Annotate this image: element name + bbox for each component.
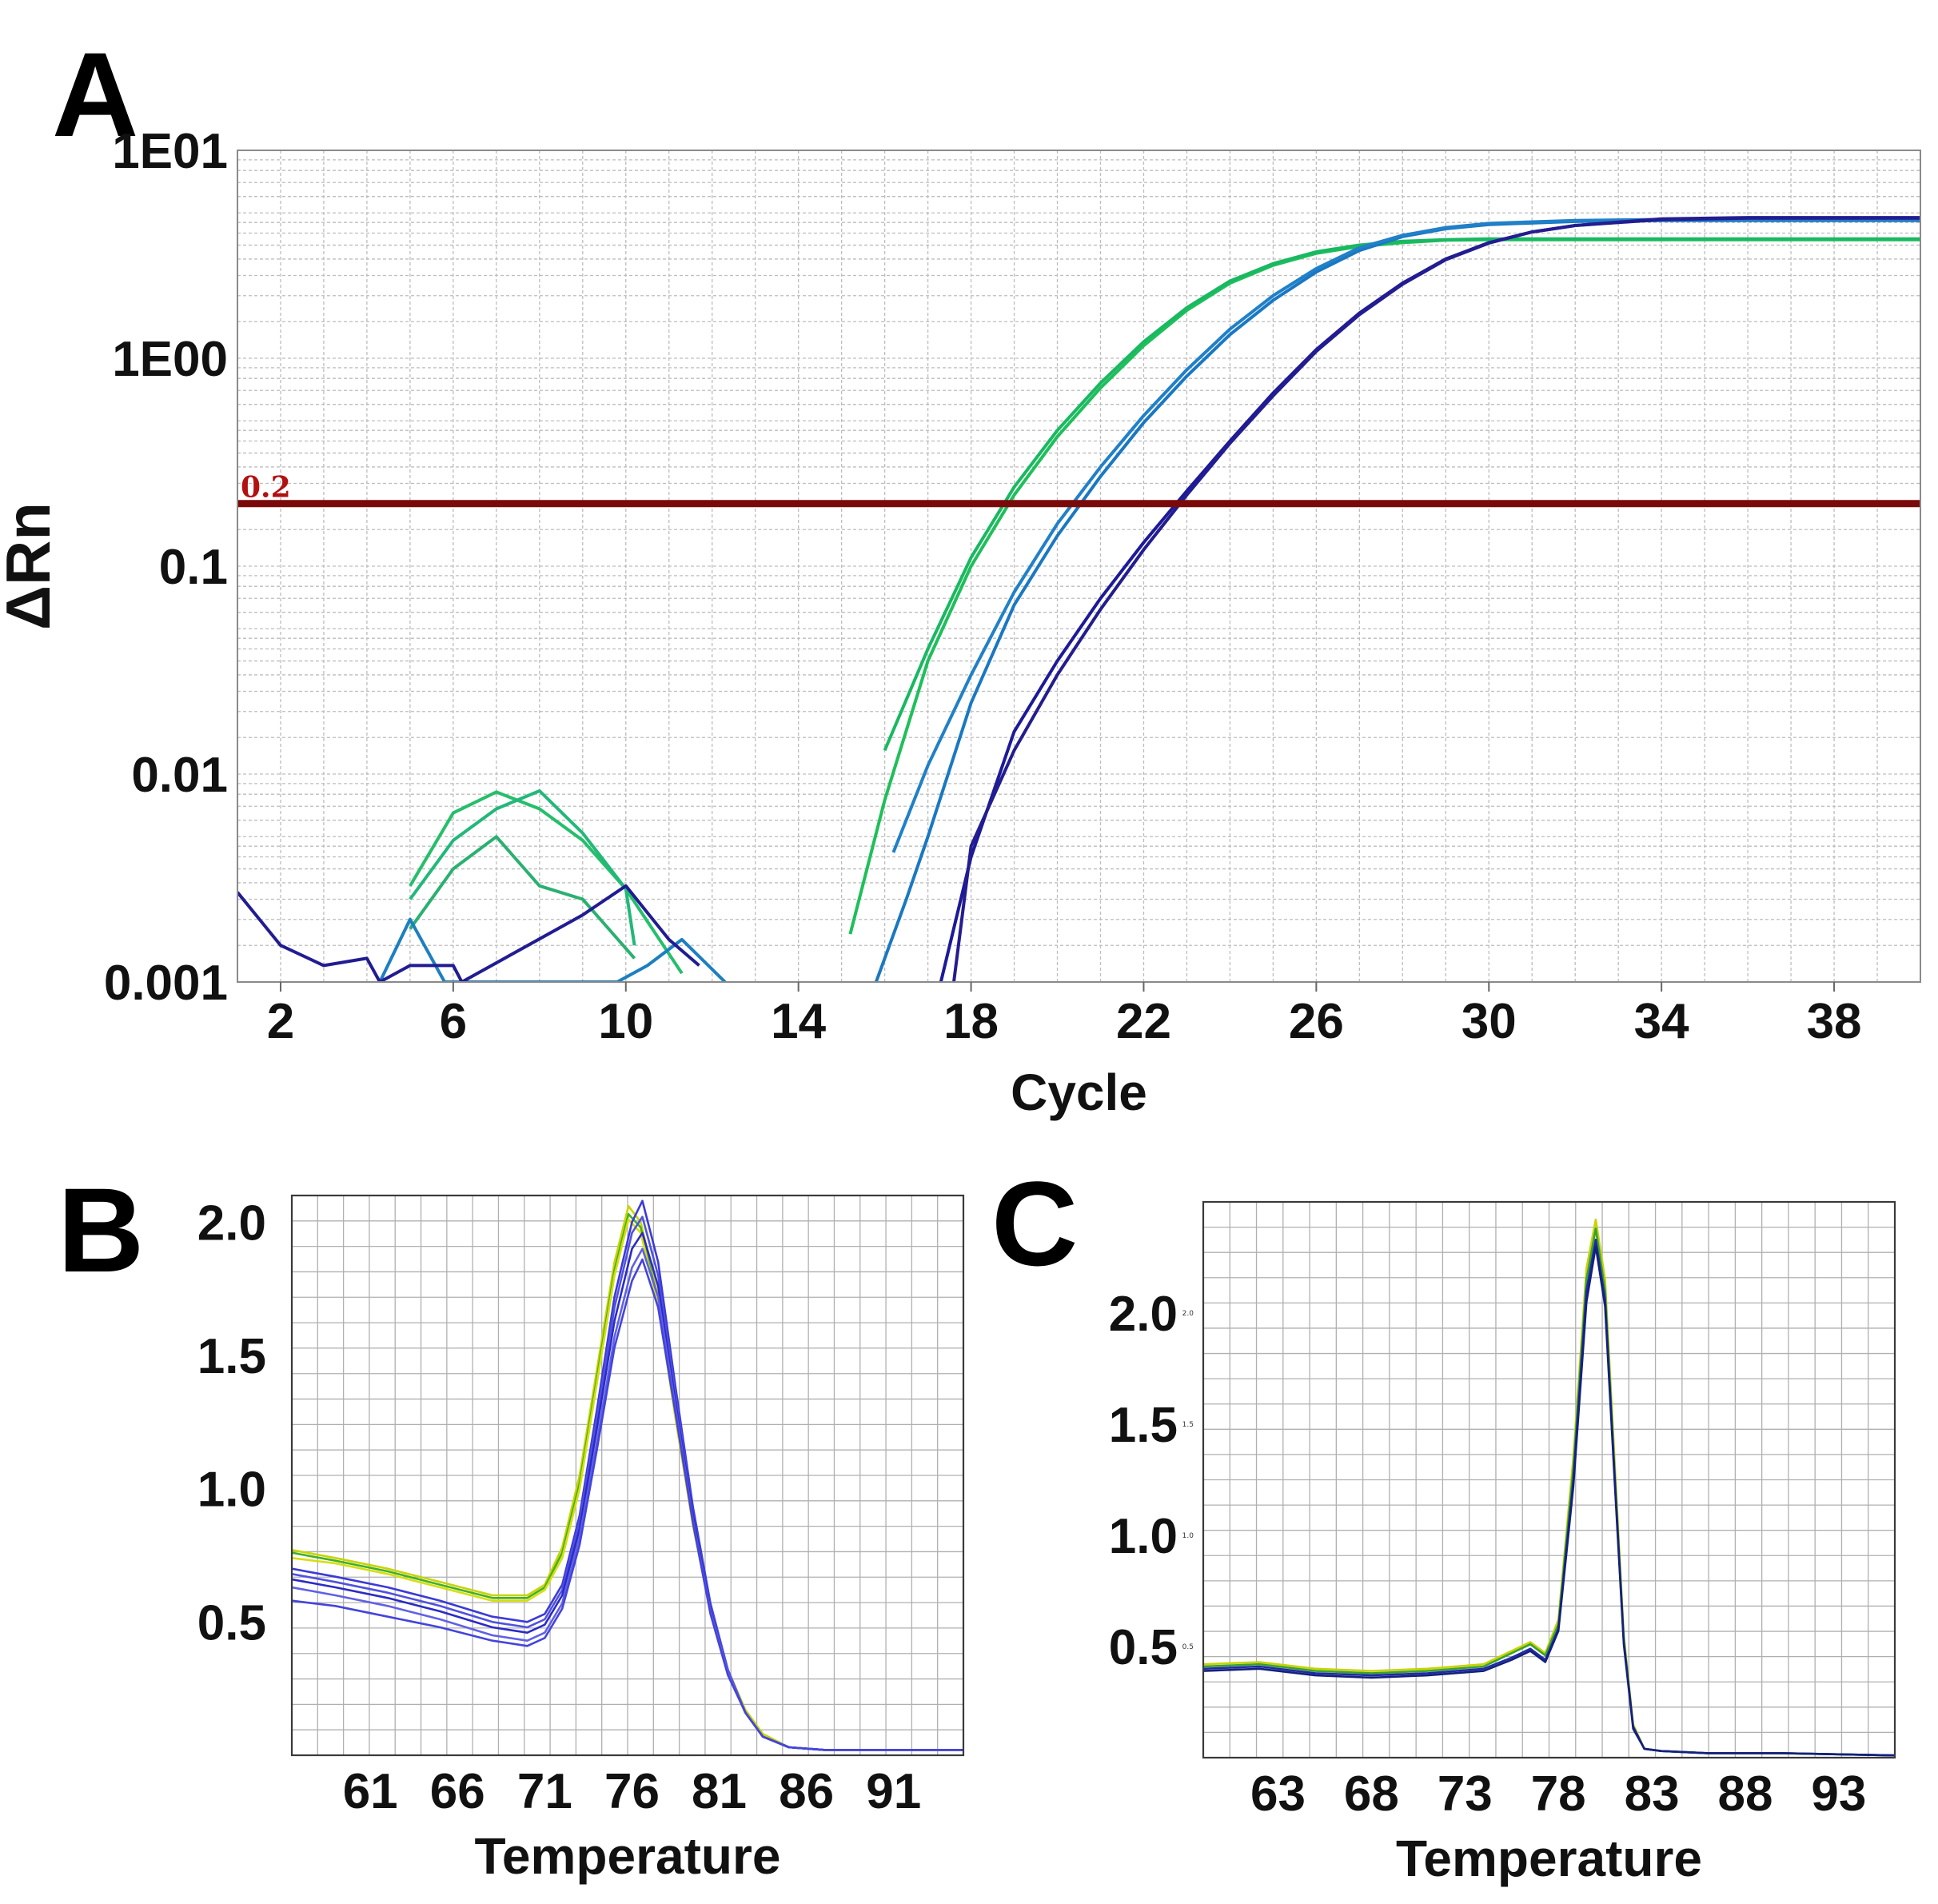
panel-c-melt-curve-plot: 63 68 73 78 83 88 93 0.5 1.0 1.5 2.0 0.5 1.0 1.5 2.0 Te… bbox=[1109, 1200, 1896, 1887]
y-tick-label: 0.5 bbox=[197, 1595, 266, 1651]
y-tick-label: 0.1 bbox=[159, 540, 228, 595]
y-tick-label: 1E00 bbox=[112, 332, 228, 387]
grid bbox=[237, 150, 1921, 983]
x-tick-label: 86 bbox=[779, 1764, 834, 1819]
x-tick-label: 30 bbox=[1461, 994, 1517, 1049]
x-tick-label: 6 bbox=[440, 994, 467, 1049]
y-tick-label: 1.5 bbox=[1109, 1398, 1178, 1453]
x-tick-label: 73 bbox=[1438, 1766, 1493, 1822]
series-group bbox=[1203, 1218, 1895, 1757]
series-line-teal-noise bbox=[378, 917, 727, 982]
x-tick-label: 81 bbox=[692, 1764, 747, 1819]
y-tick-label: 2.0 bbox=[197, 1195, 266, 1251]
x-axis-title: Temperature bbox=[1396, 1830, 1702, 1887]
panel-a-qpcr-amplification-plot: 0.22 6 10 14 18 22 26 30 34 380.0010.010.11E001E0… bbox=[0, 124, 1921, 1121]
y-tick-label: 2.0 bbox=[1109, 1287, 1178, 1342]
panel-label-b: B bbox=[58, 1163, 144, 1297]
x-axis-title: Cycle bbox=[1011, 1064, 1147, 1121]
plot-frame bbox=[1202, 1200, 1896, 1759]
x-tick-label: 61 bbox=[343, 1764, 398, 1819]
x-tick-label: 66 bbox=[430, 1764, 485, 1819]
x-tick-label: 14 bbox=[771, 994, 826, 1049]
x-tick-label: 88 bbox=[1717, 1766, 1773, 1822]
series-group bbox=[237, 216, 1920, 982]
x-tick-label: 34 bbox=[1634, 994, 1689, 1049]
panel-b-melt-curve-plot: 61 66 71 76 81 86 91 0.5 1.0 1.5 2.0 Temperature bbox=[197, 1194, 965, 1885]
x-tick-label: 22 bbox=[1116, 994, 1171, 1049]
series-group bbox=[292, 1199, 963, 1751]
y-tick-label: 0.5 bbox=[1109, 1620, 1178, 1675]
x-tick-label: 18 bbox=[943, 994, 999, 1049]
y-tick-label: 0.01 bbox=[131, 748, 228, 803]
y-tick-label: 1.0 bbox=[1109, 1509, 1178, 1564]
x-tick-label: 2 bbox=[267, 994, 294, 1049]
series-line-green-2 bbox=[883, 237, 1920, 752]
series-line-blue-5 bbox=[292, 1258, 963, 1751]
plot-frame bbox=[237, 150, 1921, 983]
x-tick-label: 76 bbox=[604, 1764, 660, 1819]
x-tick-label: 93 bbox=[1811, 1766, 1866, 1822]
y-tick-small-label: 2.0 bbox=[1182, 1310, 1194, 1318]
x-tick-label: 68 bbox=[1344, 1766, 1399, 1822]
series-line-navy-2 bbox=[952, 216, 1920, 982]
y-tick-label: 1.0 bbox=[197, 1463, 266, 1518]
x-axis-title: Temperature bbox=[475, 1827, 781, 1885]
x-tick-label: 38 bbox=[1807, 994, 1862, 1049]
series-line-navy-1 bbox=[1203, 1245, 1895, 1757]
y-tick-label: 0.001 bbox=[104, 956, 228, 1011]
y-tick-label: 1E01 bbox=[112, 124, 228, 179]
threshold-label: 0.2 bbox=[241, 471, 291, 505]
x-tick-label: 83 bbox=[1625, 1766, 1680, 1822]
x-tick-label: 71 bbox=[517, 1764, 572, 1819]
panel-label-a: A bbox=[52, 27, 138, 162]
grid bbox=[1203, 1202, 1895, 1758]
y-axis-title: ΔRn bbox=[0, 502, 63, 630]
plot-frame bbox=[290, 1194, 965, 1757]
series-line-yellow-1 bbox=[292, 1205, 963, 1751]
y-tick-small-label: 0.5 bbox=[1182, 1643, 1194, 1651]
panel-label-c: C bbox=[991, 1156, 1078, 1291]
series-line-green-noise-2 bbox=[409, 789, 636, 946]
x-tick-label: 91 bbox=[866, 1764, 921, 1819]
x-tick-label: 63 bbox=[1250, 1766, 1306, 1822]
x-tick-label: 78 bbox=[1531, 1766, 1586, 1822]
y-tick-small-label: 1.0 bbox=[1182, 1532, 1194, 1540]
y-tick-label: 1.5 bbox=[197, 1329, 266, 1384]
x-tick-label: 26 bbox=[1289, 994, 1344, 1049]
y-tick-small-label: 1.5 bbox=[1182, 1421, 1194, 1429]
x-tick-label: 10 bbox=[598, 994, 653, 1049]
series-line-navy-noise bbox=[237, 884, 700, 982]
